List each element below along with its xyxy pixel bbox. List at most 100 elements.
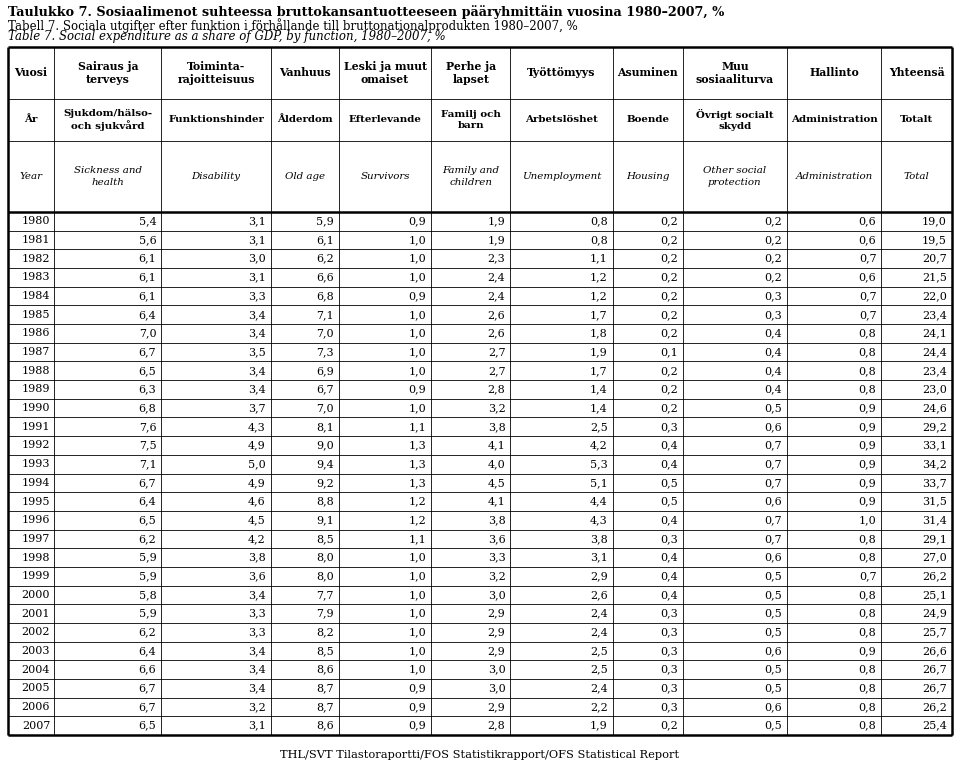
Text: 2001: 2001 [22,608,50,618]
Text: 1,2: 1,2 [589,273,608,282]
Text: 0,4: 0,4 [764,366,781,376]
Text: 6,2: 6,2 [138,627,156,637]
Text: 3,4: 3,4 [248,310,266,319]
Text: 0,8: 0,8 [858,664,876,674]
Text: THL/SVT Tilastoraportti/FOS Statistikrapport/OFS Statistical Report: THL/SVT Tilastoraportti/FOS Statistikrap… [280,750,680,760]
Text: Survivors: Survivors [360,172,410,181]
Text: Hallinto: Hallinto [809,68,859,78]
Text: 0,2: 0,2 [660,216,678,226]
Text: 29,1: 29,1 [923,534,947,544]
Text: 7,3: 7,3 [316,347,334,357]
Text: 24,9: 24,9 [923,608,947,618]
Text: 7,1: 7,1 [138,459,156,469]
Text: 1982: 1982 [22,254,50,263]
Text: 0,3: 0,3 [660,627,678,637]
Text: 0,9: 0,9 [858,478,876,488]
Text: 31,4: 31,4 [923,515,947,525]
Text: 1987: 1987 [22,347,50,357]
Text: 0,9: 0,9 [409,702,426,712]
Text: 2,9: 2,9 [589,571,608,581]
Text: 2,6: 2,6 [589,590,608,600]
Text: 0,2: 0,2 [660,273,678,282]
Text: 8,1: 8,1 [316,422,334,432]
Text: 2005: 2005 [22,683,50,693]
Text: 1,7: 1,7 [590,310,608,319]
Text: 6,7: 6,7 [316,385,334,395]
Text: 1995: 1995 [22,497,50,507]
Text: 1984: 1984 [22,291,50,301]
Text: 1989: 1989 [22,385,50,395]
Text: 6,1: 6,1 [316,235,334,245]
Text: 33,7: 33,7 [923,478,947,488]
Text: Asuminen: Asuminen [617,68,678,78]
Text: 1,0: 1,0 [409,235,426,245]
Text: 6,6: 6,6 [138,664,156,674]
Text: 4,5: 4,5 [248,515,266,525]
Text: 6,4: 6,4 [138,497,156,507]
Text: 0,9: 0,9 [858,646,876,656]
Text: 5,9: 5,9 [138,608,156,618]
Text: 3,1: 3,1 [248,720,266,730]
Text: 0,3: 0,3 [660,534,678,544]
Text: 0,2: 0,2 [764,216,781,226]
Text: 0,3: 0,3 [764,291,781,301]
Text: 2,6: 2,6 [488,329,505,339]
Text: 1,2: 1,2 [409,497,426,507]
Text: 29,2: 29,2 [923,422,947,432]
Text: 0,9: 0,9 [409,216,426,226]
Text: 19,0: 19,0 [923,216,947,226]
Text: 1,0: 1,0 [409,329,426,339]
Text: 6,7: 6,7 [138,702,156,712]
Text: 1,9: 1,9 [488,216,505,226]
Text: 25,4: 25,4 [923,720,947,730]
Text: 1996: 1996 [22,515,50,525]
Text: 1,1: 1,1 [409,422,426,432]
Text: 6,1: 6,1 [138,254,156,263]
Text: 8,0: 8,0 [316,552,334,563]
Text: Year: Year [19,172,42,181]
Text: 3,1: 3,1 [589,552,608,563]
Text: 7,0: 7,0 [316,403,334,413]
Text: 26,7: 26,7 [923,664,947,674]
Text: 0,8: 0,8 [589,216,608,226]
Text: 26,2: 26,2 [923,702,947,712]
Text: Yhteensä: Yhteensä [889,68,945,78]
Text: 5,4: 5,4 [138,216,156,226]
Text: 6,2: 6,2 [316,254,334,263]
Text: 25,7: 25,7 [923,627,947,637]
Text: 20,7: 20,7 [923,254,947,263]
Text: 1,8: 1,8 [589,329,608,339]
Text: 1,3: 1,3 [409,478,426,488]
Text: 3,4: 3,4 [248,590,266,600]
Text: 0,9: 0,9 [858,441,876,451]
Text: 0,7: 0,7 [764,478,781,488]
Text: 2,6: 2,6 [488,310,505,319]
Text: 1999: 1999 [22,571,50,581]
Text: 6,9: 6,9 [316,366,334,376]
Text: 1,2: 1,2 [409,515,426,525]
Text: 2002: 2002 [22,627,50,637]
Text: 23,0: 23,0 [923,385,947,395]
Text: 6,7: 6,7 [138,683,156,693]
Text: 19,5: 19,5 [923,235,947,245]
Text: 0,9: 0,9 [858,422,876,432]
Text: 4,9: 4,9 [248,478,266,488]
Text: 3,0: 3,0 [488,664,505,674]
Text: 1,0: 1,0 [409,571,426,581]
Text: 0,3: 0,3 [764,310,781,319]
Text: 24,6: 24,6 [923,403,947,413]
Text: 4,3: 4,3 [248,422,266,432]
Text: 1990: 1990 [22,403,50,413]
Text: 33,1: 33,1 [923,441,947,451]
Text: 6,4: 6,4 [138,310,156,319]
Text: 0,9: 0,9 [409,385,426,395]
Text: 0,9: 0,9 [858,459,876,469]
Text: 3,8: 3,8 [488,515,505,525]
Text: 0,9: 0,9 [409,683,426,693]
Text: 3,0: 3,0 [488,590,505,600]
Text: Tabell 7. Sociala utgifter efter funktion i förhållande till bruttonationalprodu: Tabell 7. Sociala utgifter efter funktio… [8,18,578,33]
Text: Total: Total [904,172,929,181]
Text: Disability: Disability [192,172,241,181]
Text: 25,1: 25,1 [923,590,947,600]
Text: 2,9: 2,9 [488,646,505,656]
